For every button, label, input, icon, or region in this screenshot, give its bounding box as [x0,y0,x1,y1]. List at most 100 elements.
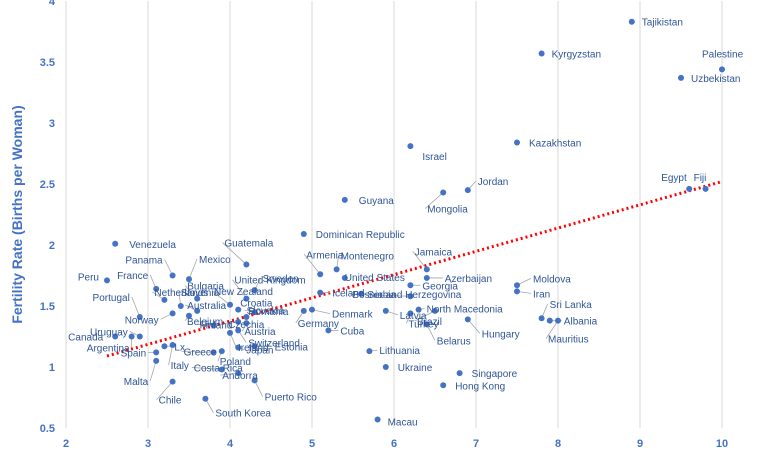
data-point [161,296,168,303]
point-label: Cuba [340,326,364,337]
point-label: Denmark [332,310,374,321]
data-point [333,266,340,273]
data-point [407,282,414,289]
leader-line [412,251,428,270]
point-label: New Zealand [214,287,273,298]
point-label: Bosnia and Herzegovina [352,290,461,301]
point-label: Romania [248,307,288,318]
data-point [153,357,160,364]
point-label: Israel [422,152,446,163]
data-point [407,310,414,317]
point-label: Belgium [187,317,223,328]
leader-line [156,381,173,400]
data-point [136,313,143,320]
point-label: Brazil [417,317,442,328]
point-label: Macau [388,417,418,428]
data-point [415,306,422,313]
y-tick-label: 2.5 [40,179,55,191]
data-point [300,307,307,314]
data-point [546,317,553,324]
point-label: Fiji [694,173,707,184]
data-point [112,240,119,247]
point-label: Japan [246,345,273,356]
point-label: Greece [184,347,217,358]
point-label: Chile [159,396,182,407]
point-label: Netherlands [154,288,208,299]
point-label: Slovakia [247,306,285,317]
leader-line [168,344,173,366]
point-label: Kyrgyzstan [552,49,601,60]
data-points [104,18,725,423]
point-label: Argentina [87,344,130,355]
point-label: Lx [174,342,185,353]
point-label: Switzerland [248,338,300,349]
point-label: Mongolia [427,205,468,216]
point-label: Venezuela [129,240,176,251]
point-label: Dominican Republic [316,230,405,241]
point-label: Canada [68,333,103,344]
point-label: Hungary [482,329,520,340]
data-point [251,343,258,350]
data-point [341,274,348,281]
data-point [628,18,635,25]
x-tick-label: 8 [555,438,561,450]
point-label: Tajikistan [642,18,683,29]
data-point [243,320,250,327]
data-point [374,416,381,423]
x-tick-label: 9 [637,438,643,450]
point-label: Poland [220,357,251,368]
data-point [423,266,430,273]
point-label: Slovenia [181,288,220,299]
point-label: Georgia [422,281,458,292]
point-label: Sweden [263,274,299,285]
data-point [432,307,438,314]
data-point [243,261,250,268]
point-label: Czechia [228,320,265,331]
y-tick-label: 0.5 [40,423,55,435]
point-label: Puerto Rico [265,392,318,403]
point-label: Azerbaijan [445,274,492,285]
point-label: Egypt [661,173,687,184]
point-label: Italy [171,361,189,372]
data-point [341,196,348,203]
leader-line [414,310,436,322]
point-label: Jordan [478,177,509,188]
point-label: Belarus [437,336,471,347]
leader-line [303,254,321,275]
data-point [235,344,242,351]
data-point [227,329,233,336]
data-point [161,343,168,350]
data-point [366,348,373,355]
data-point [169,378,176,385]
data-point [514,282,520,289]
point-label: Croatia [240,299,273,310]
leader-line [467,319,481,334]
point-label: Lithuania [379,346,420,357]
point-label: Moldova [533,274,571,285]
point-label: Malta [124,377,149,388]
y-tick-label: 3.5 [40,57,55,69]
point-label: Spain [121,348,147,359]
data-point [538,50,545,57]
leader-line [220,372,239,376]
data-point [514,139,520,146]
data-point [686,185,693,192]
data-point [407,293,414,300]
point-label: Australia [187,301,226,312]
data-point [153,285,160,292]
x-tick-label: 4 [227,438,234,450]
data-point [300,231,307,238]
point-label: Uzbekistan [691,74,740,85]
point-label: Andorra [222,371,258,382]
data-point [243,295,250,302]
leader-line [191,367,222,370]
point-label: Finland [200,321,233,332]
data-point [177,303,184,309]
data-point [227,301,233,308]
trendline [106,180,723,358]
leader-line [188,259,198,280]
point-label: Serbia [367,290,396,301]
data-point [317,271,324,278]
point-label: South Korea [215,409,271,420]
data-point [112,333,119,340]
